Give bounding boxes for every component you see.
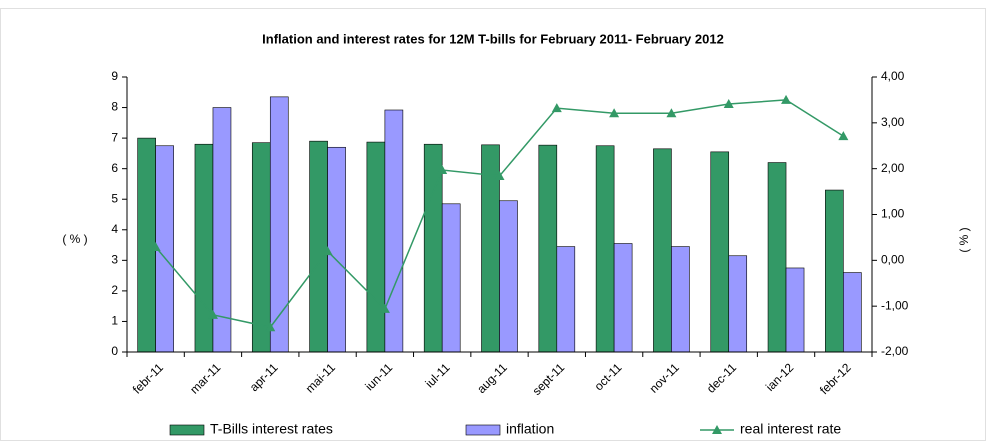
bar: [653, 148, 672, 353]
y2-tick-label: 2,00: [881, 161, 905, 175]
bar: [327, 146, 346, 353]
bar: [710, 151, 730, 353]
marker: [379, 303, 390, 313]
bar: [671, 246, 690, 353]
bar: [767, 162, 787, 353]
legend-label: inflation: [506, 421, 554, 437]
y-tick-label: 0: [111, 344, 118, 358]
bar: [538, 144, 558, 353]
bar: [251, 142, 271, 353]
bar: [309, 140, 328, 353]
bar: [269, 96, 289, 353]
bar: [556, 246, 576, 353]
y2-tick-label: -1,00: [881, 298, 909, 312]
y2-tick-label: 0,00: [881, 253, 905, 267]
y2-tick-label: 4,00: [881, 69, 905, 83]
y-tick-label: 8: [111, 100, 118, 114]
bar: [137, 137, 156, 353]
marker: [150, 242, 161, 252]
marker: [838, 131, 849, 141]
legend-swatch: [169, 424, 205, 436]
bar: [441, 203, 461, 353]
bar: [843, 272, 862, 353]
bar: [785, 267, 805, 353]
bar: [499, 200, 518, 353]
marker: [551, 103, 562, 113]
bar: [613, 243, 633, 353]
bar: [595, 145, 615, 353]
y-tick-label: 9: [111, 69, 118, 83]
legend-label: T-Bills interest rates: [210, 421, 333, 437]
y-tick-label: 2: [111, 283, 118, 297]
y-tick-label: 5: [111, 191, 118, 205]
y2-axis-label: ( % ): [957, 227, 971, 252]
marker: [437, 165, 448, 175]
legend-label: real interest rate: [740, 421, 841, 437]
y-tick-label: 4: [111, 222, 118, 236]
bar: [194, 143, 214, 353]
marker: [609, 108, 620, 118]
marker: [781, 94, 792, 104]
marker: [265, 322, 276, 332]
bar: [728, 255, 748, 353]
marker: [207, 309, 218, 319]
y2-tick-label: 1,00: [881, 207, 905, 221]
chart-title: Inflation and interest rates for 12M T-b…: [262, 31, 724, 46]
marker: [322, 246, 333, 256]
y-tick-label: 1: [111, 314, 118, 328]
marker: [723, 99, 734, 109]
marker: [494, 171, 505, 180]
marker: [666, 108, 677, 118]
y-tick-label: 6: [111, 161, 118, 175]
legend-swatch: [465, 424, 501, 436]
y-tick-label: 3: [111, 253, 118, 267]
y2-tick-label: -2,00: [881, 344, 909, 358]
bar: [825, 189, 844, 353]
y-axis-label: ( % ): [62, 232, 87, 246]
y2-tick-label: 3,00: [881, 115, 905, 129]
y-tick-label: 7: [111, 130, 118, 144]
bar: [384, 109, 404, 353]
legend-marker: [712, 425, 722, 434]
bar: [366, 141, 386, 353]
